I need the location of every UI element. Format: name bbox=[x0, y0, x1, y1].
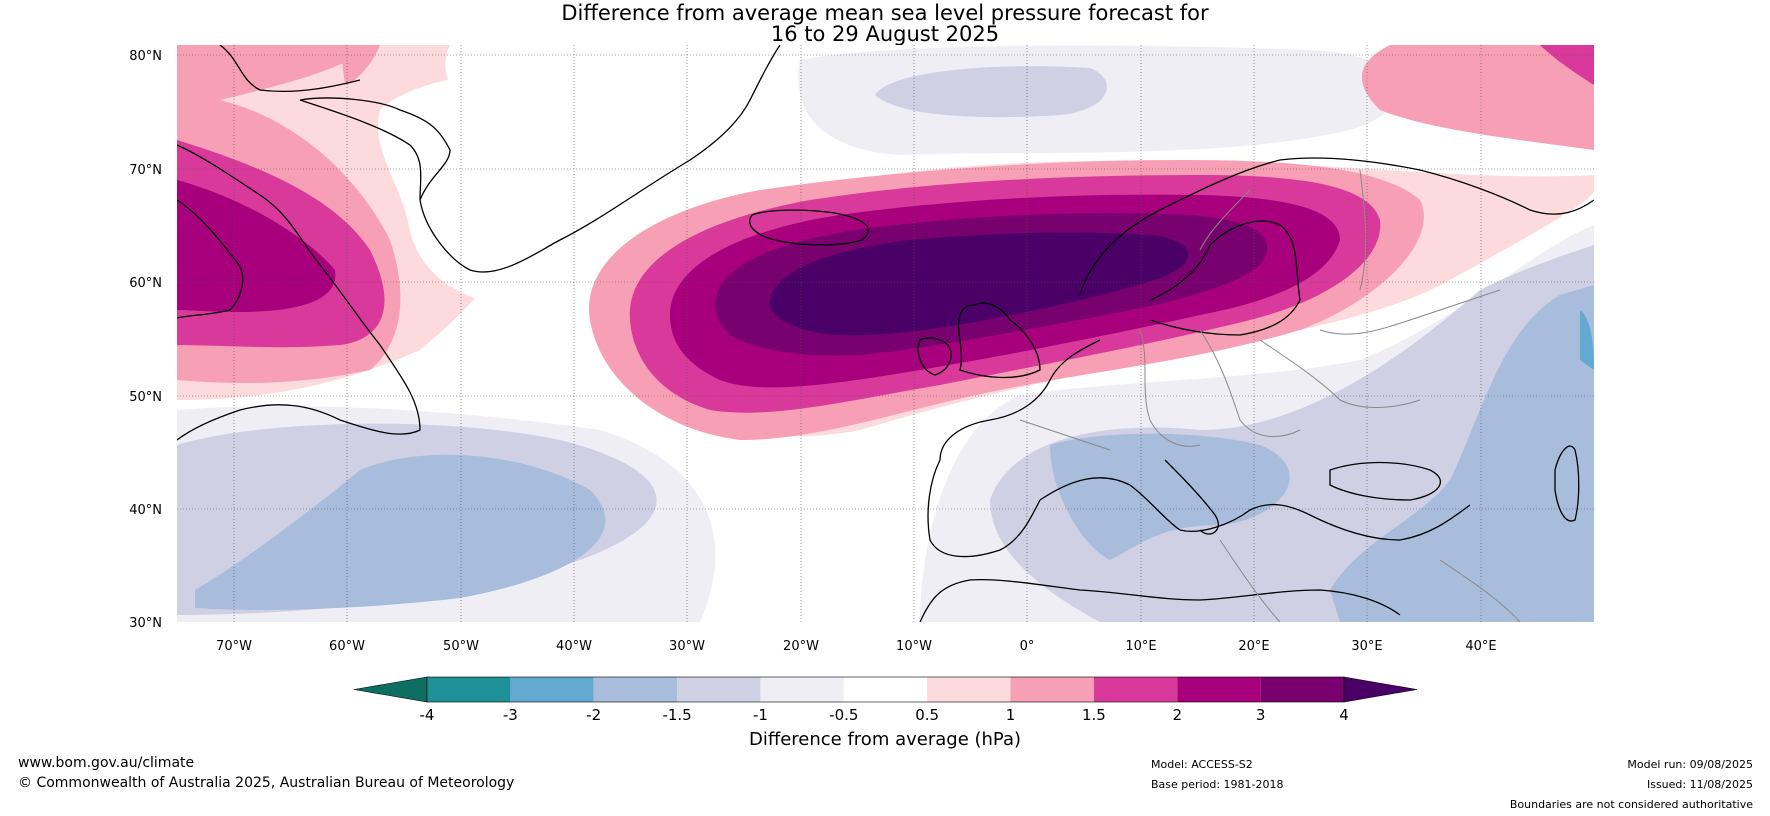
colorbar-segment bbox=[1177, 677, 1261, 702]
anomaly-pos2-northwest bbox=[177, 180, 336, 312]
anomaly-neg15-europe bbox=[1050, 433, 1290, 560]
colorbar bbox=[353, 676, 1418, 703]
footer-copyright: © Commonwealth of Australia 2025, Austra… bbox=[18, 775, 515, 791]
map-field bbox=[177, 45, 1594, 622]
colorbar-ticks: -4 -3 -2 -1.5 -1 -0.5 0.5 1 1.5 2 3 4 bbox=[420, 706, 1349, 724]
colorbar-tick-label: -3 bbox=[503, 706, 518, 724]
coast-baffin bbox=[177, 199, 244, 319]
colorbar-segment bbox=[510, 677, 594, 702]
anomaly-neutral-greenland bbox=[377, 60, 780, 306]
coast-labrador bbox=[177, 144, 421, 441]
colorbar-tick-label: 1.5 bbox=[1082, 706, 1106, 724]
colorbar-tick-label: -1 bbox=[753, 706, 768, 724]
coast-italy bbox=[1164, 459, 1219, 535]
colorbar-segment bbox=[1010, 677, 1094, 702]
lon-label-30e: 30°E bbox=[1351, 639, 1382, 654]
colorbar-tick-label: -1.5 bbox=[662, 706, 691, 724]
graticule bbox=[177, 45, 1594, 622]
footer-website: www.bom.gov.au/climate bbox=[18, 755, 195, 771]
coast-mediterranean bbox=[1039, 477, 1471, 541]
colorbar-extend-low bbox=[353, 676, 428, 703]
footer-model: Model: ACCESS-S2 bbox=[1151, 758, 1253, 771]
coast-scandinavia bbox=[1079, 157, 1594, 296]
colorbar-segment bbox=[427, 677, 511, 702]
coast-greenland-north bbox=[219, 45, 361, 93]
colorbar-tick-label: 0.5 bbox=[915, 706, 939, 724]
lon-label-40e: 40°E bbox=[1465, 639, 1496, 654]
longitude-labels: 70°W 60°W 50°W 40°W 30°W 20°W 10°W 0° 10… bbox=[216, 639, 1497, 654]
lat-label-40n: 40°N bbox=[129, 503, 162, 518]
latitude-labels: 80°N 70°N 60°N 50°N 40°N 30°N bbox=[129, 49, 162, 631]
anomaly-pos4-main bbox=[769, 232, 1189, 336]
anomaly-neg15-east bbox=[1330, 285, 1594, 622]
lon-label-30w: 30°W bbox=[669, 639, 705, 654]
coast-greenland bbox=[299, 45, 781, 273]
anomaly-pos1-upperright bbox=[1361, 45, 1594, 150]
colorbar-segment bbox=[927, 677, 1011, 702]
colorbar-segment bbox=[1093, 677, 1178, 702]
colorbar-tick-label: 1 bbox=[1006, 706, 1016, 724]
colorbar-tick-label: 3 bbox=[1256, 706, 1266, 724]
lon-label-20e: 20°E bbox=[1238, 639, 1269, 654]
coast-europe-west bbox=[927, 339, 1101, 558]
lon-label-50w: 50°W bbox=[443, 639, 479, 654]
anomaly-neg2-east bbox=[1580, 310, 1594, 370]
colorbar-segment bbox=[1260, 677, 1344, 702]
lon-label-10e: 10°E bbox=[1125, 639, 1156, 654]
coast-africa bbox=[919, 579, 1401, 622]
colorbar-segment bbox=[593, 677, 678, 702]
colorbar-segment bbox=[843, 677, 928, 702]
lat-label-50n: 50°N bbox=[129, 390, 162, 405]
lon-label-60w: 60°W bbox=[329, 639, 365, 654]
lon-label-20w: 20°W bbox=[783, 639, 819, 654]
footer-model-run: Model run: 09/08/2025 bbox=[1627, 758, 1753, 771]
anomaly-pos15-upperright bbox=[1540, 45, 1594, 85]
lon-label-0: 0° bbox=[1020, 639, 1035, 654]
coast-uk bbox=[957, 302, 1041, 379]
coastlines bbox=[177, 45, 1594, 622]
anomaly-neg1-north bbox=[875, 66, 1107, 118]
lat-label-30n: 30°N bbox=[129, 616, 162, 631]
lon-label-70w: 70°W bbox=[216, 639, 252, 654]
colorbar-tick-label: -0.5 bbox=[829, 706, 858, 724]
coast-blacksea bbox=[1329, 461, 1442, 501]
colorbar-segment bbox=[760, 677, 844, 702]
coast-baltic bbox=[1149, 220, 1301, 336]
lat-label-60n: 60°N bbox=[129, 276, 162, 291]
country-borders bbox=[1019, 169, 1521, 622]
colorbar-tick-label: -4 bbox=[420, 706, 435, 724]
anomaly-neg15-southwest bbox=[195, 454, 606, 610]
colorbar-tick-label: 4 bbox=[1339, 706, 1349, 724]
lat-label-80n: 80°N bbox=[129, 49, 162, 64]
coast-iceland bbox=[749, 209, 870, 246]
colorbar-label: Difference from average (hPa) bbox=[749, 729, 1021, 750]
colorbar-tick-label: -2 bbox=[586, 706, 601, 724]
lat-label-70n: 70°N bbox=[129, 163, 162, 178]
colorbar-tick-label: 2 bbox=[1172, 706, 1182, 724]
lon-label-40w: 40°W bbox=[556, 639, 592, 654]
lon-label-10w: 10°W bbox=[896, 639, 932, 654]
footer-issued: Issued: 11/08/2025 bbox=[1646, 778, 1753, 791]
colorbar-frame bbox=[426, 676, 1345, 703]
coast-caspian bbox=[1554, 445, 1580, 522]
colorbar-extend-high bbox=[1343, 676, 1418, 703]
coast-ireland bbox=[917, 337, 952, 376]
footer-disclaimer: Boundaries are not considered authoritat… bbox=[1509, 798, 1753, 811]
footer-base-period: Base period: 1981-2018 bbox=[1151, 778, 1284, 791]
map-title-line1: Difference from average mean sea level p… bbox=[561, 1, 1209, 25]
colorbar-segment bbox=[677, 677, 761, 702]
map-title-line2: 16 to 29 August 2025 bbox=[770, 22, 1000, 46]
